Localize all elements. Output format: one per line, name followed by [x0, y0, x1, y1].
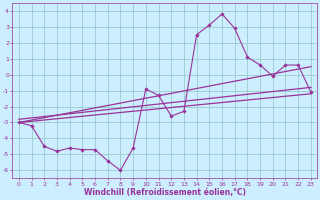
X-axis label: Windchill (Refroidissement éolien,°C): Windchill (Refroidissement éolien,°C) — [84, 188, 246, 197]
